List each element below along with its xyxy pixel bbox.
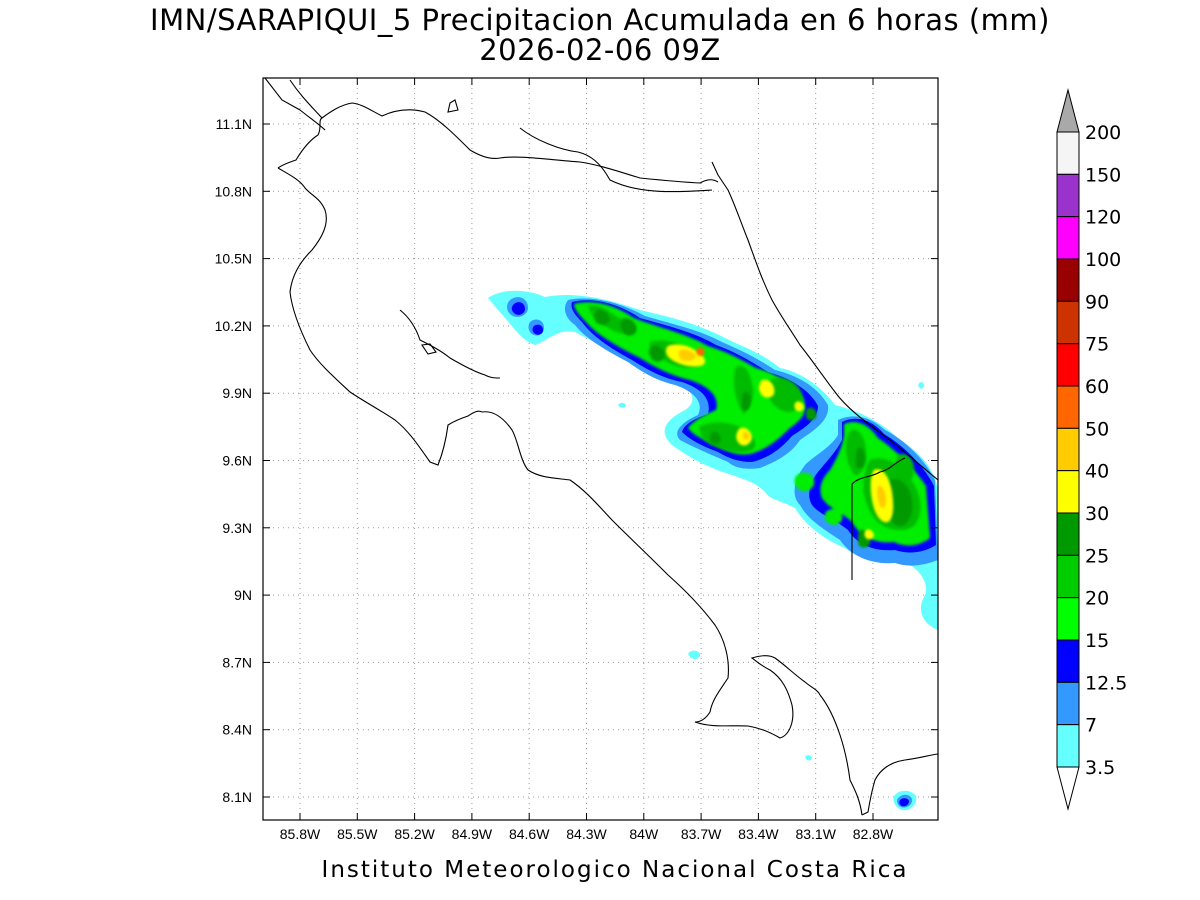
lon-tick-label: 84.3W (566, 826, 607, 842)
lon-tick-label: 83.7W (681, 826, 722, 842)
colorbar-swatch (1056, 427, 1080, 472)
lat-tick-label: 8.7N (222, 654, 252, 670)
colorbar-label: 40 (1085, 461, 1109, 483)
colorbar-swatch (1056, 258, 1080, 302)
lon-tick-label: 85.5W (337, 826, 378, 842)
colorbar-label: 90 (1085, 291, 1109, 313)
lat-tick-label: 9.3N (222, 520, 252, 536)
caribbean-coast (711, 161, 938, 481)
colorbar-swatch (1056, 512, 1080, 556)
lat-tick-label: 8.4N (222, 722, 252, 738)
nicaragua-pacific-coast (277, 117, 323, 169)
lon-tick-label: 85.2W (394, 826, 435, 842)
coastlines-and-borders (264, 78, 938, 816)
map-timestamp: 2026-02-06 09Z (479, 33, 721, 67)
colorbar-swatch (1056, 131, 1080, 175)
footer-credit: Instituto Meteorologico Nacional Costa R… (321, 857, 909, 883)
colorbar-label: 15 (1085, 630, 1109, 652)
colorbar-swatch (1056, 724, 1080, 768)
panama-pacific-coast (861, 753, 938, 816)
colorbar-label: 100 (1085, 249, 1121, 271)
colorbar-over-triangle (1056, 88, 1080, 133)
colorbar-label: 60 (1085, 376, 1109, 398)
colorbar-label: 150 (1085, 164, 1121, 186)
colorbar-label: 75 (1085, 334, 1109, 356)
central-pacific-coast (481, 411, 729, 723)
chira-island (421, 343, 437, 355)
map-frame (262, 77, 939, 821)
colorbar-swatch (1056, 597, 1080, 641)
colorbar-swatch (1056, 681, 1080, 726)
colorbar-swatch (1056, 343, 1080, 387)
lat-tick-label: 10.8N (215, 183, 252, 199)
precip-40mm-layer (678, 349, 886, 508)
lat-tick-label: 9.9N (222, 385, 252, 401)
lon-tick-label: 84.6W (509, 826, 550, 842)
osa-peninsula (694, 655, 821, 739)
guanacaste-coast (277, 167, 483, 466)
latitude-axis: 11.1N 10.8N 10.5N 10.2N 9.9N 9.6N 9.3N 9N 8.7N 8.… (215, 116, 938, 805)
colorbar-swatch (1056, 300, 1080, 345)
colorbar-swatch (1056, 385, 1080, 429)
precip-60mm-layer (696, 347, 705, 356)
lon-tick-label: 84W (629, 826, 659, 842)
colorbar-label: 30 (1085, 503, 1109, 525)
colorbar-swatch (1056, 216, 1080, 260)
colorbar-label: 200 (1085, 122, 1121, 144)
colorbar-label: 120 (1085, 207, 1121, 229)
colorbar-label: 20 (1085, 588, 1109, 610)
colorbar-swatch (1056, 554, 1080, 599)
colorbar-label: 25 (1085, 545, 1109, 567)
map-title: IMN/SARAPIQUI_5 Precipitacion Acumulada … (150, 3, 1050, 37)
lon-tick-label: 82.8W (853, 826, 894, 842)
lat-tick-label: 9N (234, 587, 252, 603)
lon-tick-label: 85.8W (280, 826, 321, 842)
colorbar-label: 50 (1085, 418, 1109, 440)
lake-islet (447, 99, 459, 113)
panama-border (851, 457, 906, 580)
nicaragua-costa-rica-border (289, 79, 719, 184)
burica-point (819, 694, 863, 816)
lat-tick-label: 8.1N (222, 789, 252, 805)
nicoya-gulf-coast (399, 309, 501, 379)
lat-tick-label: 9.6N (222, 453, 252, 469)
colorbar-label: 7 (1085, 715, 1097, 737)
precip-25mm-layer (594, 309, 913, 548)
lat-tick-label: 10.5N (215, 251, 252, 267)
caribbean-coast-north (519, 127, 713, 193)
longitude-axis: 85.8W 85.5W 85.2W 84.9W 84.6W 84.3W 84W 83.7W 83… (280, 78, 894, 842)
lon-tick-label: 83.4W (738, 826, 779, 842)
lake-nicaragua-shore (264, 78, 326, 131)
colorbar-swatch (1056, 639, 1080, 683)
precipitation-field (488, 290, 938, 811)
lat-tick-label: 11.1N (216, 116, 252, 132)
colorbar-label: 12.5 (1085, 672, 1127, 694)
lon-tick-label: 83.1W (795, 826, 836, 842)
colorbar: 200 150 120 100 90 75 60 50 40 30 25 20 15 12.5 7 3.5 (1056, 88, 1127, 811)
colorbar-label: 3.5 (1085, 757, 1115, 779)
colorbar-swatch (1056, 470, 1080, 514)
colorbar-swatch (1056, 173, 1080, 218)
colorbar-under-triangle (1056, 766, 1080, 811)
lat-tick-label: 10.2N (215, 318, 252, 334)
lon-tick-label: 84.9W (452, 826, 493, 842)
